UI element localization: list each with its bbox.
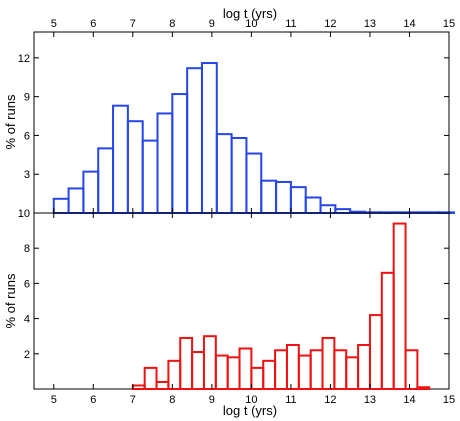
bottom-bar: [143, 366, 158, 391]
top-bar: [275, 180, 292, 215]
top-x-tick-label: 8: [169, 18, 175, 30]
bottom-bar: [357, 344, 371, 390]
bottom-x-tick-label: 9: [209, 394, 215, 406]
top-bar: [200, 62, 218, 214]
top-panel-frame: [33, 31, 450, 214]
bottom-bar: [392, 222, 407, 390]
bottom-bar: [226, 356, 241, 391]
bottom-bar: [155, 380, 170, 390]
top-x-tick-label: 14: [403, 18, 415, 30]
bottom-x-axis-label: log t (yrs): [223, 403, 277, 418]
top-bar: [171, 93, 189, 214]
top-bar: [186, 67, 203, 214]
bottom-bar: [274, 349, 288, 390]
top-bar: [260, 179, 278, 214]
bottom-bar: [131, 384, 146, 391]
bottom-y-tick-label: 6: [24, 278, 30, 290]
top-bar: [319, 204, 337, 215]
top-bar: [141, 139, 159, 215]
top-y-tick-label: 9: [24, 92, 30, 104]
top-bar: [82, 170, 100, 215]
top-x-axis-label: log t (yrs): [223, 6, 277, 21]
bottom-bar: [404, 349, 419, 390]
bottom-y-tick-label: 8: [24, 243, 30, 255]
bottom-x-tick-label: 12: [324, 394, 336, 406]
bottom-bar: [309, 349, 324, 390]
bottom-bar: [191, 351, 205, 391]
bottom-y-axis-label: % of runs: [3, 273, 18, 328]
top-y-tick-label: 6: [24, 130, 30, 142]
top-x-tick-label: 11: [285, 18, 296, 30]
top-x-tick-label: 6: [90, 18, 96, 30]
bottom-bar: [333, 349, 348, 390]
bottom-bar: [202, 335, 217, 391]
bottom-x-tick-label: 15: [443, 394, 455, 406]
top-bar: [334, 208, 352, 214]
bottom-histogram-panel: 5 6 7 8 9 10 11 12 13 14 15 2 4 6 8 log t (yrs) % of r…: [3, 212, 455, 418]
bottom-y-tick-label: 4: [24, 314, 30, 326]
bottom-x-tick-label: 10: [245, 394, 257, 406]
bottom-bar: [416, 386, 431, 390]
top-x-tick-label: 12: [324, 18, 336, 30]
top-bar: [112, 104, 129, 214]
bottom-bar: [297, 354, 312, 390]
bottom-x-tick-label: 14: [403, 394, 415, 406]
bottom-x-tick-label: 11: [285, 394, 296, 406]
top-x-tick-label: 10: [245, 18, 257, 30]
top-bar: [304, 196, 322, 215]
bottom-x-tick-label: 8: [169, 394, 175, 406]
top-bar: [52, 197, 70, 214]
bottom-bar: [368, 314, 383, 390]
top-y-tick-label: 12: [18, 53, 30, 65]
top-bar: [67, 187, 85, 215]
bottom-bar: [179, 336, 194, 390]
top-y-tick-label: 3: [24, 169, 30, 181]
bottom-bars-group: [131, 222, 431, 391]
bottom-bar: [321, 336, 336, 390]
bottom-bar: [214, 354, 229, 390]
top-histogram-panel: 5 6 7 8 9 10 11 12 13 14 15 10 3 6 9 12 log t (yrs) % o…: [3, 6, 455, 220]
bottom-bar: [167, 359, 182, 390]
top-bar: [230, 137, 248, 214]
bottom-y-tick-label: 2: [24, 349, 30, 361]
top-bar: [126, 120, 144, 214]
bottom-x-tick-label: 6: [90, 394, 96, 406]
top-x-tick-label: 5: [51, 18, 57, 30]
bottom-bar: [285, 344, 300, 390]
top-bar: [245, 152, 263, 214]
bottom-bar: [238, 347, 253, 390]
top-bars-group: [52, 62, 455, 215]
top-x-tick-label: 13: [364, 18, 376, 30]
bottom-bar: [250, 366, 265, 391]
bottom-x-tick-label: 7: [130, 394, 136, 406]
top-y-axis-label: % of runs: [3, 94, 18, 149]
top-x-tick-label: 15: [443, 18, 455, 30]
bottom-axes-group: 5 6 7 8 9 10 11 12 13 14 15 2 4 6 8: [24, 213, 455, 406]
top-y-tick-label: 10: [18, 208, 30, 220]
top-x-tick-label: 7: [130, 18, 136, 30]
top-bar: [97, 147, 115, 214]
top-bar: [289, 186, 307, 214]
top-axes-group: 5 6 7 8 9 10 11 12 13 14 15 10 3 6 9 12: [18, 18, 455, 220]
top-x-tick-label: 9: [209, 18, 215, 30]
bottom-x-tick-label: 5: [51, 394, 57, 406]
bottom-x-tick-label: 13: [364, 394, 376, 406]
top-bar: [156, 112, 174, 214]
bottom-panel-frame: [33, 212, 450, 390]
bottom-bar: [262, 359, 277, 390]
bottom-bar: [345, 356, 360, 391]
bottom-bar: [380, 271, 395, 390]
top-bar: [215, 133, 233, 214]
